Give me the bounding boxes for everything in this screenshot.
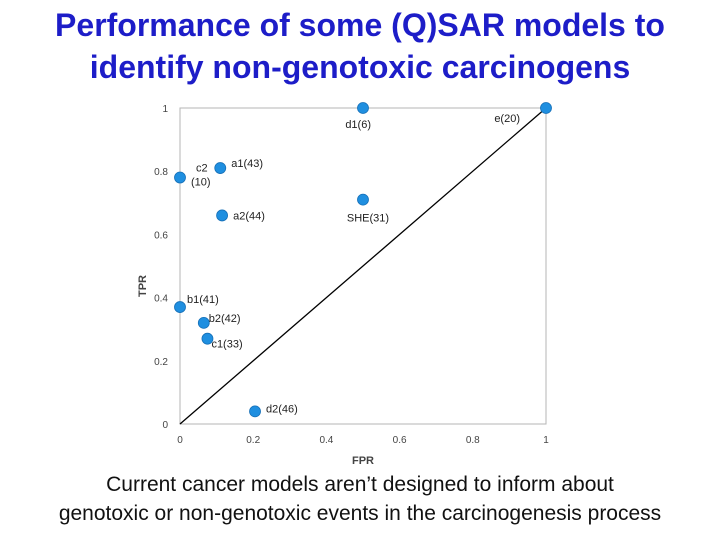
point-label: c2 [196,163,208,175]
data-point [197,316,210,329]
point-label: a2(44) [233,210,265,222]
data-point [357,193,369,206]
y-tick-label: 0.8 [154,167,168,178]
point-label: SHE(31) [347,213,389,225]
axis-ticks: 0 0.2 0.4 0.6 0.8 1 0 0.2 0.4 0.6 0.8 1 [154,104,549,446]
caption: Current cancer models aren’t designed to… [0,470,720,528]
y-tick-label: 0 [162,420,168,431]
slide-title: Performance of some (Q)SAR models to ide… [0,4,720,88]
title-line-1: Performance of some (Q)SAR models to [55,7,665,43]
caption-line-2: genotoxic or non-genotoxic events in the… [58,502,662,525]
plot-area [179,107,547,425]
point-label: b1(41) [187,294,219,306]
data-point [216,209,228,222]
x-tick-label: 0.2 [246,435,260,446]
data-point [249,405,261,418]
x-tick-label: 0 [177,435,183,446]
data-point [214,162,227,174]
y-tick-label: 0.2 [154,357,168,368]
point-label: d1(6) [345,119,371,131]
data-points: d1(6) e(20) a1(43) c2 (10) a2(44) SHE(31) b1(41… [174,102,552,418]
data-point [540,102,552,114]
x-tick-label: 1 [543,435,549,446]
point-label: e(20) [494,113,520,125]
y-tick-label: 0.6 [154,230,168,241]
point-label: b2(42) [209,313,241,325]
data-point [357,102,369,114]
point-label: d2(46) [266,403,298,415]
point-label: (10) [191,177,211,189]
point-label: a1(43) [231,158,263,170]
y-tick-label: 0.4 [154,294,168,305]
diagonal-reference-line [179,107,547,425]
data-point [201,332,214,345]
x-tick-label: 0.8 [466,435,480,446]
y-axis-title: TPR [137,275,149,297]
x-tick-label: 0.6 [393,435,407,446]
caption-line-1: Current cancer models aren’t designed to… [106,473,614,496]
y-tick-label: 1 [162,104,168,115]
data-point [174,301,186,313]
data-point [174,171,186,184]
point-label: c1(33) [211,339,242,351]
x-tick-label: 0.4 [319,435,333,446]
title-line-2: identify non-genotoxic carcinogens [89,49,631,85]
x-axis-title: FPR [352,455,374,467]
